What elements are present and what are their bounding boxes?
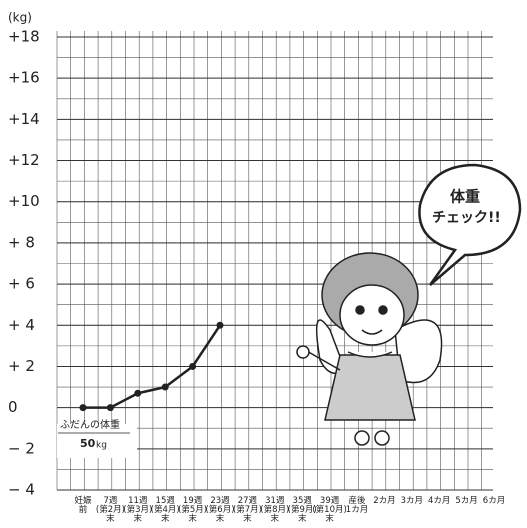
- speech-bubble: 体重 チェック!!: [419, 165, 520, 285]
- y-tick-label: − 4: [8, 481, 35, 499]
- x-tick-line: 5カ月: [455, 496, 477, 506]
- x-tick-line: 2カ月: [373, 496, 395, 506]
- x-tick-label: 31週(第8月)末: [260, 496, 289, 524]
- x-tick-label: 妊娠前: [74, 495, 92, 515]
- x-tick-line: 前: [79, 504, 88, 515]
- angel: [297, 253, 442, 445]
- bubble-text: 体重: [450, 188, 480, 206]
- data-point: [189, 363, 196, 370]
- y-tick-label: +10: [8, 192, 40, 210]
- data-point: [80, 404, 87, 411]
- grid: [57, 31, 493, 490]
- x-tick-line: 末: [216, 513, 225, 524]
- x-tick-line: 末: [325, 513, 334, 524]
- bubble-text: チェック!!: [432, 210, 501, 226]
- x-tick-line: 3カ月: [401, 496, 423, 506]
- x-tick-label: 19週(第5月)末: [178, 496, 207, 524]
- data-point: [217, 322, 224, 329]
- x-tick-line: 末: [134, 513, 143, 524]
- x-tick-line: 4カ月: [428, 496, 450, 506]
- x-tick-line: 末: [271, 513, 280, 524]
- x-tick-label: 39週(第10月)末: [312, 496, 346, 524]
- note-value: 50: [80, 437, 96, 450]
- x-tick-line: 末: [298, 513, 307, 524]
- x-tick-label: 3カ月: [401, 496, 423, 506]
- x-tick-label: 27週(第7月)末: [233, 496, 262, 524]
- x-tick-line: 6カ月: [483, 496, 505, 506]
- y-tick-label: +12: [8, 151, 40, 169]
- x-tick-label: 23週(第6月)末: [205, 496, 234, 524]
- data-point: [134, 390, 141, 397]
- y-tick-label: +14: [8, 110, 40, 128]
- y-tick-label: 0: [8, 398, 18, 416]
- x-tick-line: 末: [243, 513, 252, 524]
- note-text: ふだんの体重: [60, 418, 120, 431]
- data-point: [162, 384, 169, 391]
- x-tick-line: 末: [106, 513, 115, 524]
- x-tick-label: 6カ月: [483, 496, 505, 506]
- x-tick-line: 1カ月: [346, 505, 368, 515]
- x-tick-label: 2カ月: [373, 496, 395, 506]
- y-tick-label: + 8: [8, 233, 35, 251]
- y-tick-label: +18: [8, 28, 40, 46]
- note-unit: kg: [96, 441, 107, 451]
- x-tick-label: 4カ月: [428, 496, 450, 506]
- y-tick-label: − 2: [8, 439, 35, 457]
- y-unit: (kg): [8, 11, 32, 25]
- y-tick-label: + 2: [8, 357, 35, 375]
- x-tick-line: 末: [188, 513, 197, 524]
- y-tick-label: +16: [8, 69, 40, 87]
- x-tick-line: 末: [161, 513, 170, 524]
- chart: (kg) ふだんの体重 50 kg 体重 チェック!! +18 +16 +14 +12…: [0, 0, 527, 528]
- x-tick-label: 15週(第4月)末: [151, 496, 180, 524]
- x-tick-label: 7週(第2月)末: [96, 496, 125, 524]
- x-tick-label: 11週(第3月)末: [123, 496, 152, 524]
- x-tick-label: 5カ月: [455, 496, 477, 506]
- data-point: [107, 404, 114, 411]
- y-tick-label: + 6: [8, 275, 35, 293]
- y-tick-label: + 4: [8, 316, 35, 334]
